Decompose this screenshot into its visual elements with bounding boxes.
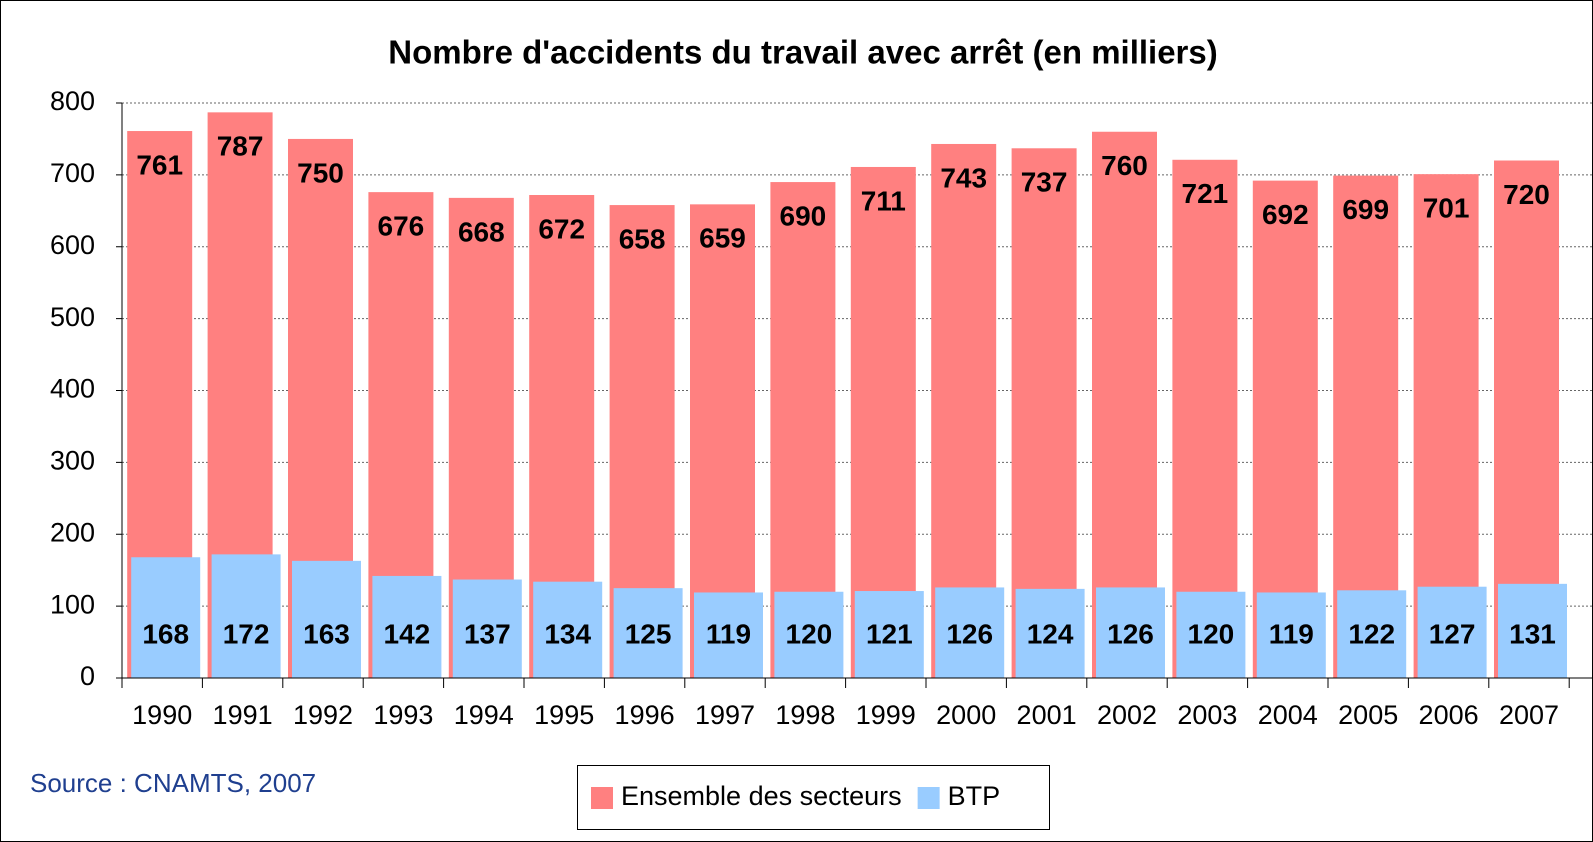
x-tick-label: 1999 <box>856 700 916 730</box>
value-label: 131 <box>1509 618 1556 649</box>
y-tick-label: 500 <box>50 302 95 332</box>
bar <box>1417 586 1487 678</box>
value-label: 127 <box>1429 618 1476 649</box>
bar <box>1256 592 1326 678</box>
y-tick-label: 600 <box>50 230 95 260</box>
value-label: 737 <box>1021 167 1068 198</box>
x-tick-label: 2006 <box>1419 700 1479 730</box>
value-label: 119 <box>1269 618 1314 649</box>
value-label: 126 <box>1107 618 1154 649</box>
x-tick-label: 1990 <box>132 700 192 730</box>
x-tick-label: 2000 <box>936 700 996 730</box>
legend <box>577 765 1050 830</box>
value-label: 761 <box>136 149 183 180</box>
legend-swatch <box>917 787 940 809</box>
x-tick-label: 1997 <box>695 700 755 730</box>
y-tick-label: 300 <box>50 446 95 476</box>
bar <box>1498 583 1567 678</box>
value-label: 658 <box>619 223 666 254</box>
value-label: 750 <box>297 157 344 188</box>
bar <box>372 575 442 678</box>
value-label: 787 <box>217 131 264 162</box>
bar <box>533 581 603 678</box>
value-label: 690 <box>780 200 827 231</box>
value-label: 125 <box>625 618 672 649</box>
legend-label: BTP <box>948 781 1001 811</box>
x-tick-label: 1995 <box>534 700 594 730</box>
chart-title: Nombre d'accidents du travail avec arrêt… <box>388 34 1218 71</box>
bar <box>452 579 522 678</box>
value-label: 692 <box>1262 199 1309 230</box>
source: Source : CNAMTS, 2007 <box>30 768 316 798</box>
value-label: 124 <box>1027 618 1074 649</box>
value-label: 701 <box>1423 193 1470 224</box>
y-tick-label: 0 <box>80 661 95 691</box>
x-tick-label: 1994 <box>454 700 514 730</box>
y-tick-label: 800 <box>50 86 95 116</box>
bar <box>774 591 844 678</box>
bar <box>613 588 683 678</box>
bar <box>1015 588 1085 678</box>
bar <box>935 587 1005 678</box>
bar <box>292 560 361 678</box>
value-label: 743 <box>940 162 987 193</box>
x-tick-label: 2001 <box>1017 700 1077 730</box>
value-label: 120 <box>786 618 833 649</box>
legend-swatch <box>591 787 613 809</box>
y-tick-label: 100 <box>50 589 95 619</box>
bar <box>1092 131 1157 678</box>
value-label: 760 <box>1101 150 1148 181</box>
value-label: 676 <box>378 211 425 242</box>
value-label: 168 <box>142 618 189 649</box>
x-tick-label: 1991 <box>213 700 273 730</box>
x-tick-label: 2004 <box>1258 700 1318 730</box>
bar <box>694 592 763 678</box>
value-label: 668 <box>458 216 505 247</box>
x-tick-label: 1996 <box>615 700 675 730</box>
bar <box>1176 591 1246 678</box>
value-label: 172 <box>223 618 270 649</box>
value-label: 659 <box>699 223 746 254</box>
x-tick-label: 1992 <box>293 700 353 730</box>
bar <box>1172 159 1238 678</box>
value-label: 119 <box>706 618 751 649</box>
y-tick-label: 700 <box>50 158 95 188</box>
value-label: 721 <box>1182 178 1229 209</box>
bar <box>211 554 281 678</box>
x-tick-label: 1998 <box>775 700 835 730</box>
value-label: 163 <box>303 618 350 649</box>
y-tick-label: 400 <box>50 374 95 404</box>
value-label: 142 <box>384 618 431 649</box>
value-label: 122 <box>1348 618 1395 649</box>
value-label: 120 <box>1188 618 1235 649</box>
x-tick-label: 2005 <box>1338 700 1398 730</box>
bar <box>854 591 924 678</box>
y-tick-label: 200 <box>50 517 95 547</box>
x-tick-label: 2007 <box>1499 700 1559 730</box>
value-label: 711 <box>861 185 906 216</box>
x-tick-label: 1993 <box>373 700 433 730</box>
value-label: 134 <box>544 618 591 649</box>
bar <box>131 557 201 678</box>
x-tick-label: 2003 <box>1177 700 1237 730</box>
value-label: 121 <box>866 618 913 649</box>
value-label: 699 <box>1342 194 1389 225</box>
bar <box>1096 587 1165 678</box>
legend-label: Ensemble des secteurs <box>621 781 902 811</box>
value-label: 672 <box>538 213 585 244</box>
value-label: 126 <box>946 618 993 649</box>
value-label: 137 <box>464 618 511 649</box>
value-label: 720 <box>1503 179 1550 210</box>
bar <box>1337 590 1407 678</box>
x-tick-label: 2002 <box>1097 700 1157 730</box>
